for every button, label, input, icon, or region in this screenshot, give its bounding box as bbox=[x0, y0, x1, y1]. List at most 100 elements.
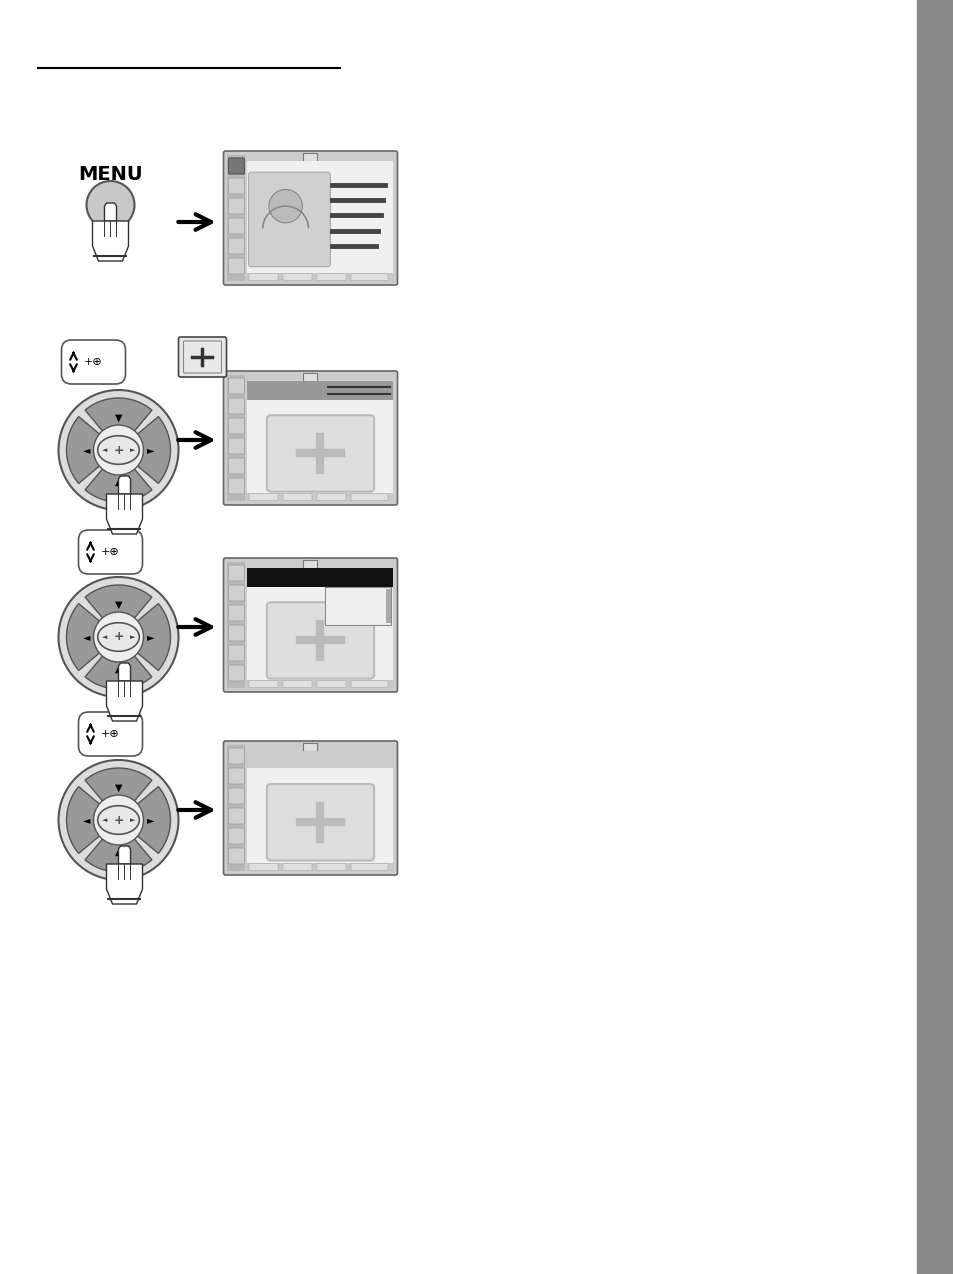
Bar bbox=[303, 561, 317, 568]
FancyBboxPatch shape bbox=[229, 397, 244, 414]
FancyBboxPatch shape bbox=[248, 172, 330, 266]
Text: ◄: ◄ bbox=[102, 447, 107, 454]
FancyBboxPatch shape bbox=[78, 530, 142, 575]
Bar bbox=[245, 862, 393, 871]
Text: +: + bbox=[113, 631, 124, 643]
Bar bbox=[247, 750, 393, 767]
Bar bbox=[303, 373, 317, 381]
Circle shape bbox=[87, 181, 134, 229]
Bar bbox=[245, 273, 393, 282]
Wedge shape bbox=[85, 397, 152, 450]
Wedge shape bbox=[67, 604, 118, 670]
Bar bbox=[247, 568, 393, 587]
Text: ▲: ▲ bbox=[114, 847, 122, 857]
FancyBboxPatch shape bbox=[351, 864, 388, 870]
FancyBboxPatch shape bbox=[78, 712, 142, 755]
Wedge shape bbox=[67, 417, 118, 483]
Text: ◄: ◄ bbox=[102, 817, 107, 823]
Text: ◄: ◄ bbox=[82, 445, 90, 455]
FancyBboxPatch shape bbox=[316, 680, 346, 688]
Polygon shape bbox=[118, 476, 131, 494]
Text: ◄: ◄ bbox=[102, 634, 107, 640]
Polygon shape bbox=[92, 220, 129, 261]
Circle shape bbox=[58, 761, 178, 880]
Text: ►: ► bbox=[130, 634, 135, 640]
Circle shape bbox=[269, 190, 302, 223]
Bar bbox=[247, 381, 393, 400]
Text: ▲: ▲ bbox=[114, 664, 122, 674]
Bar bbox=[227, 375, 245, 501]
FancyBboxPatch shape bbox=[229, 605, 244, 620]
Bar bbox=[325, 587, 390, 624]
Text: ▼: ▼ bbox=[114, 413, 122, 423]
FancyBboxPatch shape bbox=[229, 218, 244, 234]
FancyBboxPatch shape bbox=[229, 808, 244, 824]
Bar bbox=[227, 745, 245, 871]
Bar bbox=[303, 153, 317, 161]
FancyBboxPatch shape bbox=[229, 238, 244, 254]
FancyBboxPatch shape bbox=[283, 493, 312, 501]
Bar bbox=[245, 493, 393, 501]
Polygon shape bbox=[118, 846, 131, 864]
FancyBboxPatch shape bbox=[229, 158, 244, 175]
FancyBboxPatch shape bbox=[283, 680, 312, 688]
FancyBboxPatch shape bbox=[249, 680, 277, 688]
Text: ►: ► bbox=[147, 815, 154, 826]
Text: ►: ► bbox=[147, 632, 154, 642]
FancyBboxPatch shape bbox=[267, 603, 374, 679]
FancyBboxPatch shape bbox=[61, 340, 126, 383]
Text: ▼: ▼ bbox=[114, 600, 122, 610]
Circle shape bbox=[93, 795, 143, 845]
FancyBboxPatch shape bbox=[283, 864, 312, 870]
FancyBboxPatch shape bbox=[178, 338, 226, 377]
Text: MENU: MENU bbox=[78, 166, 143, 185]
Circle shape bbox=[58, 577, 178, 697]
Polygon shape bbox=[105, 203, 116, 220]
Text: +⊕: +⊕ bbox=[84, 357, 103, 367]
Bar bbox=[385, 589, 390, 623]
FancyBboxPatch shape bbox=[223, 741, 397, 875]
Text: +: + bbox=[113, 443, 124, 456]
Bar bbox=[247, 750, 393, 869]
Bar bbox=[303, 743, 317, 750]
FancyBboxPatch shape bbox=[229, 848, 244, 864]
Wedge shape bbox=[85, 585, 152, 637]
FancyBboxPatch shape bbox=[223, 371, 397, 505]
FancyBboxPatch shape bbox=[229, 158, 244, 175]
FancyBboxPatch shape bbox=[267, 415, 374, 492]
Polygon shape bbox=[107, 682, 142, 721]
FancyBboxPatch shape bbox=[316, 493, 346, 501]
FancyBboxPatch shape bbox=[351, 274, 388, 280]
Wedge shape bbox=[118, 786, 171, 854]
Text: ◄: ◄ bbox=[82, 632, 90, 642]
FancyBboxPatch shape bbox=[229, 259, 244, 274]
Ellipse shape bbox=[97, 436, 139, 464]
Text: ►: ► bbox=[147, 445, 154, 455]
FancyBboxPatch shape bbox=[229, 768, 244, 784]
Text: +: + bbox=[113, 814, 124, 827]
Wedge shape bbox=[85, 768, 152, 820]
FancyBboxPatch shape bbox=[351, 680, 388, 688]
Text: +⊕: +⊕ bbox=[101, 547, 120, 557]
FancyBboxPatch shape bbox=[351, 493, 388, 501]
Polygon shape bbox=[107, 864, 142, 905]
Wedge shape bbox=[85, 450, 152, 502]
FancyBboxPatch shape bbox=[249, 493, 277, 501]
Text: ►: ► bbox=[130, 817, 135, 823]
Wedge shape bbox=[118, 417, 171, 483]
Bar bbox=[227, 562, 245, 688]
FancyBboxPatch shape bbox=[229, 626, 244, 641]
Bar bbox=[247, 381, 393, 499]
FancyBboxPatch shape bbox=[229, 585, 244, 601]
Bar bbox=[247, 161, 393, 279]
Wedge shape bbox=[67, 786, 118, 854]
FancyBboxPatch shape bbox=[229, 378, 244, 394]
FancyBboxPatch shape bbox=[229, 564, 244, 581]
Wedge shape bbox=[85, 820, 152, 871]
Ellipse shape bbox=[97, 623, 139, 651]
FancyBboxPatch shape bbox=[267, 784, 374, 860]
Bar bbox=[227, 155, 245, 282]
Ellipse shape bbox=[97, 805, 139, 834]
FancyBboxPatch shape bbox=[316, 864, 346, 870]
Wedge shape bbox=[118, 604, 171, 670]
